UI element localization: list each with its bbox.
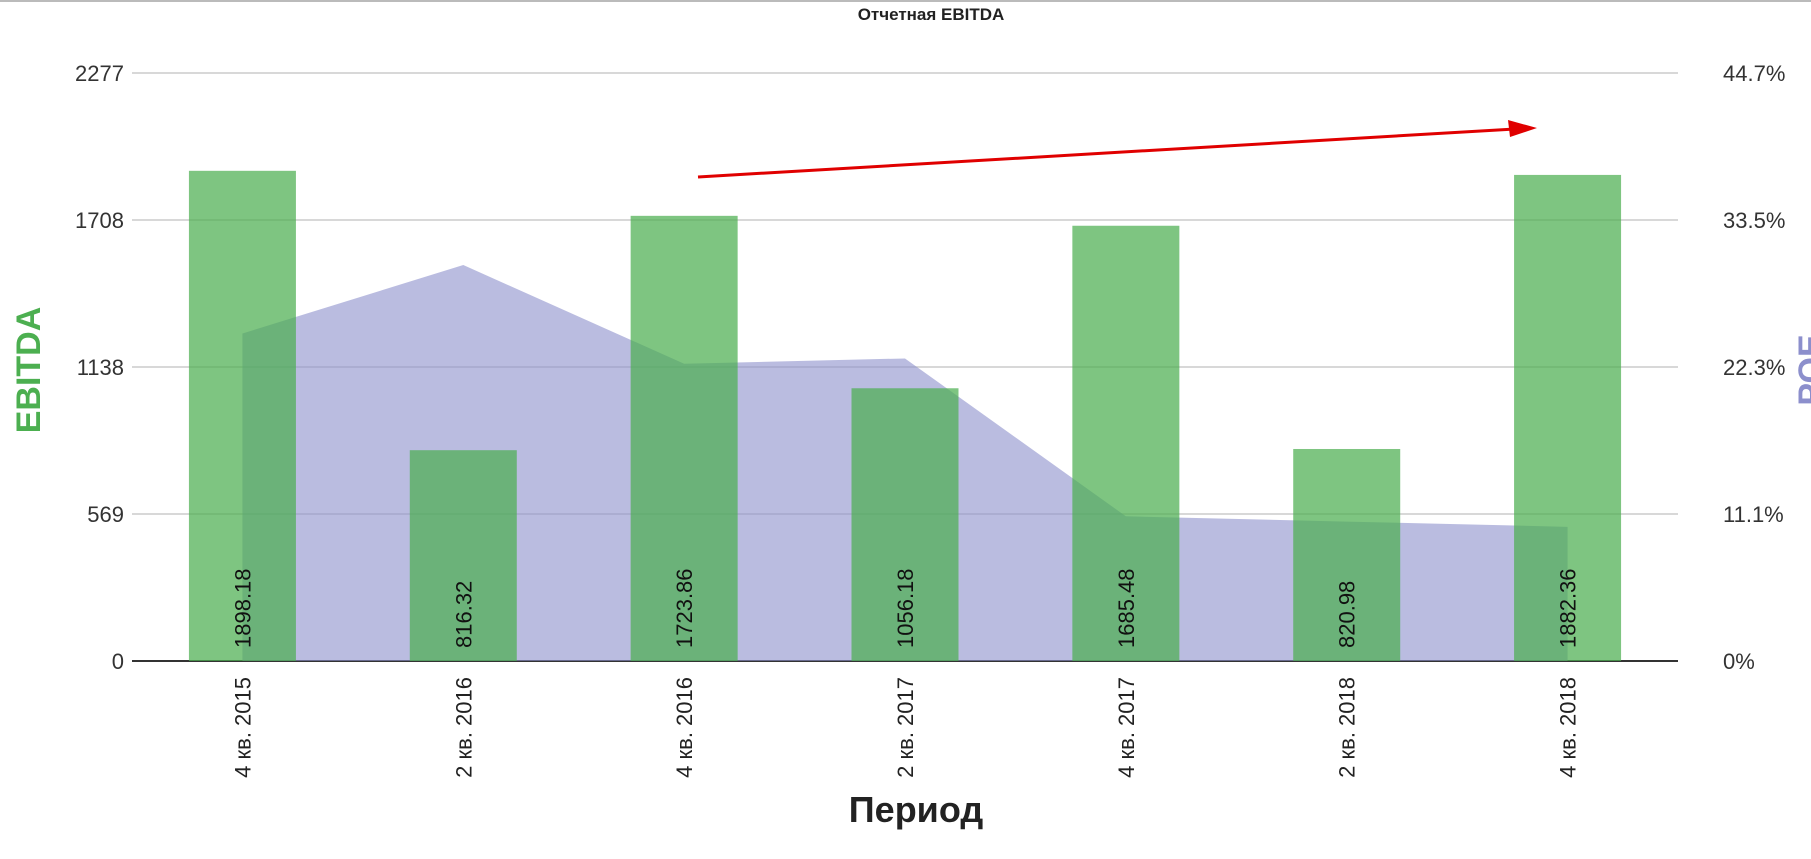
y-tick-label: 1138 xyxy=(77,355,124,380)
ebitda-bar xyxy=(1514,174,1622,661)
x-tick-label: 4 кв. 2018 xyxy=(1556,677,1581,778)
bar-data-label: 1882.36 xyxy=(1556,568,1581,648)
ebitda-bar xyxy=(630,215,738,661)
x-tick-label: 2 кв. 2017 xyxy=(893,677,918,778)
bar-data-label: 1685.48 xyxy=(1114,568,1139,648)
bar-data-label: 1723.86 xyxy=(672,568,697,648)
ebitda-bar xyxy=(188,170,296,661)
ebitda-bar xyxy=(409,450,517,661)
bar-data-label: 820.98 xyxy=(1335,581,1360,648)
trend-arrow xyxy=(697,120,1537,179)
y-tick-label: 2277 xyxy=(75,61,124,86)
y-tick-label: 0 xyxy=(112,649,124,674)
y-tick-label: 569 xyxy=(87,502,124,527)
y2-tick-label: 33.5% xyxy=(1723,208,1785,233)
y2-tick-label: 11.1% xyxy=(1723,502,1784,527)
x-tick-label: 2 кв. 2018 xyxy=(1335,677,1360,778)
x-tick-label: 4 кв. 2015 xyxy=(230,677,255,778)
y2-tick-label: 22.3% xyxy=(1723,355,1785,380)
y-tick-label: 1708 xyxy=(75,208,124,233)
y2-tick-label: 0% xyxy=(1723,649,1755,674)
x-tick-label: 2 кв. 2016 xyxy=(451,677,476,778)
bar-data-label: 816.32 xyxy=(451,581,476,648)
bar-data-label: 1056.18 xyxy=(893,568,918,648)
x-tick-label: 4 кв. 2017 xyxy=(1114,677,1139,778)
ebitda-bar xyxy=(1293,448,1401,661)
ebitda-bar xyxy=(851,388,959,661)
bar-data-label: 1898.18 xyxy=(230,568,255,648)
y2-tick-label: 44.7% xyxy=(1723,61,1785,86)
y-axis-title: EBITDA xyxy=(10,307,48,434)
y2-axis-title: РОЕ xyxy=(1792,334,1811,405)
chart-title: Отчетная EBITDA xyxy=(858,5,1005,24)
ebitda-bar xyxy=(1072,225,1180,661)
x-tick-label: 4 кв. 2016 xyxy=(672,677,697,778)
x-axis-title: Период xyxy=(849,789,984,830)
